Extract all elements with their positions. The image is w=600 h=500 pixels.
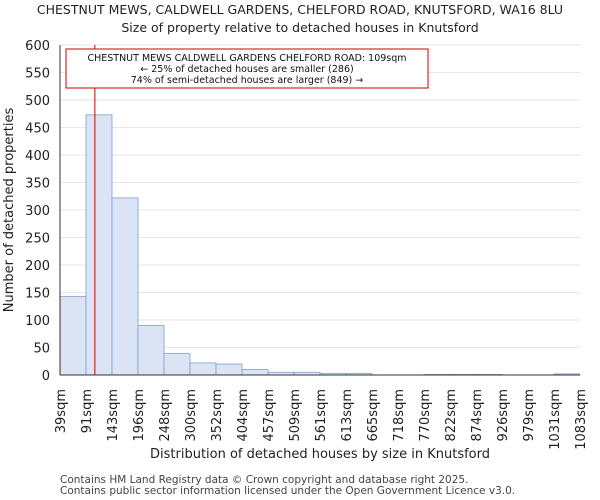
x-tick-label: 457sqm	[262, 389, 277, 442]
bar	[59, 295, 87, 376]
x-tick-label: 822sqm	[444, 389, 459, 442]
x-tick-label: 718sqm	[392, 389, 407, 442]
x-tick-label: 561sqm	[314, 389, 329, 442]
x-tick-label: 665sqm	[366, 389, 381, 442]
annotation-line-3: 74% of semi-detached houses are larger (…	[131, 75, 364, 86]
bar	[111, 197, 139, 376]
bar	[189, 362, 217, 376]
x-tick-label: 143sqm	[106, 389, 121, 442]
bars	[59, 114, 581, 376]
footer-line-1: Contains HM Land Registry data © Crown c…	[60, 474, 468, 486]
footer-line-2: Contains public sector information licen…	[60, 485, 515, 497]
y-tick-label: 50	[33, 342, 50, 357]
annotation-box: CHESTNUT MEWS CALDWELL GARDENS CHELFORD …	[65, 48, 429, 89]
x-tick-label: 39sqm	[54, 389, 69, 433]
chart-title: CHESTNUT MEWS, CALDWELL GARDENS, CHELFOR…	[37, 2, 563, 17]
x-tick-label: 300sqm	[184, 389, 199, 442]
x-tick-label: 404sqm	[236, 389, 251, 442]
y-tick-label: 350	[25, 177, 50, 192]
annotation-line-2: ← 25% of detached houses are smaller (28…	[140, 64, 353, 75]
y-tick-labels: 0 50 100 150 200 250 300 350 400 450 500 550 600	[25, 39, 50, 384]
x-axis-label: Distribution of detached houses by size …	[150, 447, 490, 462]
annotation-line-1: CHESTNUT MEWS CALDWELL GARDENS CHELFORD …	[87, 53, 406, 64]
x-tick-label: 770sqm	[418, 389, 433, 442]
y-tick-label: 250	[25, 232, 50, 247]
x-tick-label: 926sqm	[496, 389, 511, 442]
bar	[241, 369, 269, 376]
y-tick-label: 300	[25, 204, 50, 219]
x-tick-label: 248sqm	[158, 389, 173, 442]
x-tick-label: 1083sqm	[574, 389, 589, 450]
bar	[163, 353, 191, 376]
y-tick-label: 500	[25, 94, 50, 109]
y-tick-label: 100	[25, 314, 50, 329]
x-tick-label: 613sqm	[340, 389, 355, 442]
y-tick-label: 550	[25, 67, 50, 82]
annotation-frame	[65, 48, 429, 89]
x-tick-label: 979sqm	[522, 389, 537, 442]
x-tick-label: 352sqm	[210, 389, 225, 442]
y-tick-label: 0	[42, 369, 50, 384]
bar	[137, 325, 165, 376]
x-tick-label: 509sqm	[288, 389, 303, 442]
chart-subtitle: Size of property relative to detached ho…	[121, 20, 478, 35]
y-tick-label: 400	[25, 149, 50, 164]
x-tick-label: 196sqm	[132, 389, 147, 442]
bar	[215, 363, 243, 376]
y-tick-label: 600	[25, 39, 50, 54]
x-tick-labels: 39sqm 91sqm 143sqm 196sqm 248sqm 300sqm 352sqm…	[54, 389, 589, 450]
y-tick-label: 150	[25, 287, 50, 302]
bar	[85, 114, 113, 376]
x-tick-label: 91sqm	[80, 389, 95, 433]
y-axis-label: Number of detached properties	[2, 108, 17, 313]
x-tick-label: 874sqm	[470, 389, 485, 442]
y-tick-label: 450	[25, 122, 50, 137]
y-tick-label: 200	[25, 259, 50, 274]
x-tick-label: 1031sqm	[548, 389, 563, 450]
